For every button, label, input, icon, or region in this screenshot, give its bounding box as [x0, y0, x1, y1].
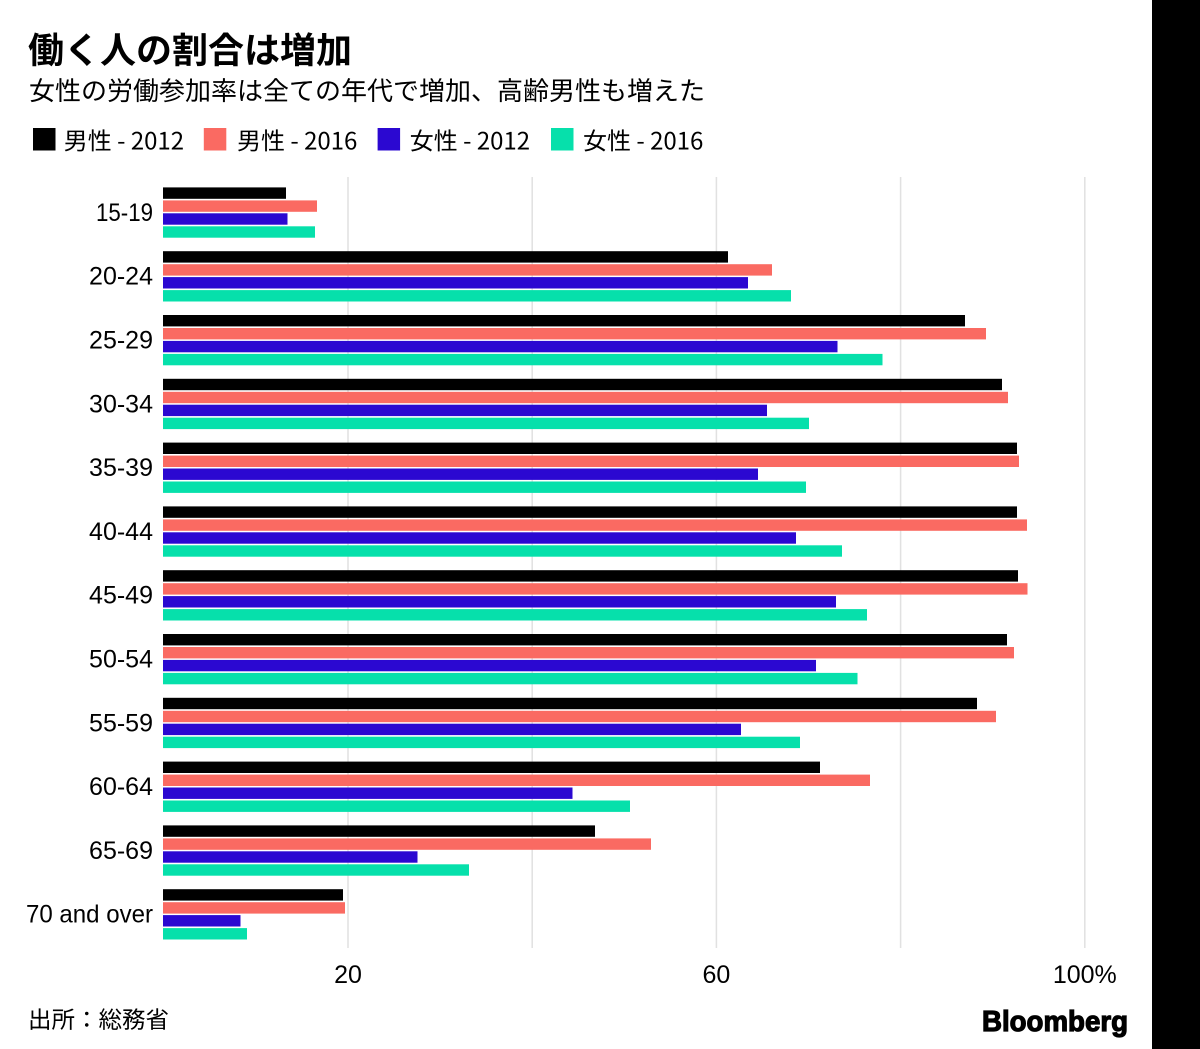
svg-text:60: 60 — [702, 961, 730, 989]
svg-text:50-54: 50-54 — [89, 646, 153, 674]
svg-text:20: 20 — [334, 961, 362, 989]
svg-text:60-64: 60-64 — [89, 773, 153, 801]
svg-text:35-39: 35-39 — [89, 454, 153, 482]
svg-text:55-59: 55-59 — [89, 709, 153, 737]
svg-text:40-44: 40-44 — [89, 518, 153, 546]
svg-text:100%: 100% — [1053, 961, 1117, 989]
svg-text:65-69: 65-69 — [89, 837, 153, 865]
svg-text:45-49: 45-49 — [89, 582, 153, 610]
svg-text:20-24: 20-24 — [89, 263, 153, 291]
svg-text:Bloomberg: Bloomberg — [982, 1006, 1128, 1038]
svg-text:25-29: 25-29 — [89, 327, 153, 355]
svg-text:15-19: 15-19 — [96, 199, 153, 227]
svg-text:30-34: 30-34 — [89, 390, 153, 418]
svg-text:70 and over: 70 and over — [26, 901, 153, 929]
